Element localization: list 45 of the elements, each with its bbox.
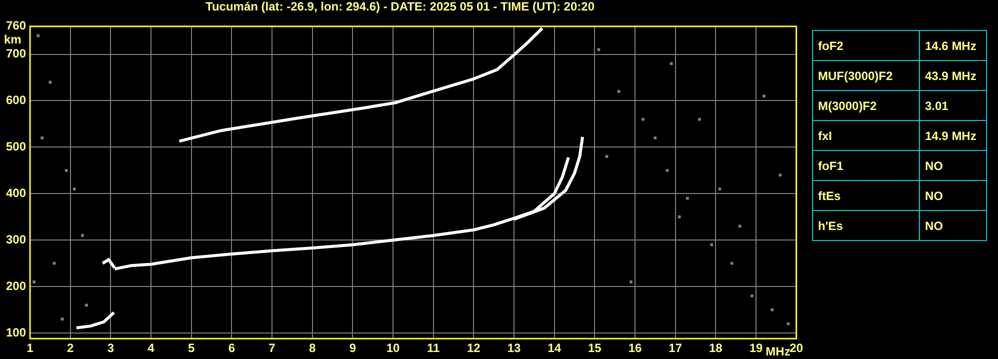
- y-tick-label: 700: [6, 46, 26, 61]
- x-tick-label: 17: [668, 341, 682, 356]
- x-axis-title: MHz: [766, 344, 790, 358]
- text: NO: [920, 150, 986, 180]
- y-tick-label: 500: [6, 140, 26, 154]
- text: MUF(3000)F2: [812, 60, 920, 90]
- y-tick-label: 760: [6, 18, 26, 33]
- x-tick-label: 7: [268, 341, 276, 356]
- y-tick-label: 400: [6, 186, 26, 200]
- x-tick-label: 10: [386, 341, 400, 356]
- text: foF2: [812, 30, 920, 60]
- text: 3.01: [920, 90, 986, 120]
- x-tick-label: 1: [26, 341, 34, 356]
- text: 14.6 MHz: [920, 30, 986, 60]
- y-tick-label: 600: [6, 93, 26, 108]
- x-tick-label: 2: [67, 341, 74, 356]
- text: foF1: [812, 150, 920, 180]
- text: M(3000)F2: [812, 90, 920, 120]
- y-tick-label: 300: [6, 232, 26, 246]
- x-tick-label: 13: [507, 341, 521, 356]
- text: fxI: [812, 120, 920, 150]
- x-tick-label: 20: [790, 341, 804, 356]
- x-tick-label: 14: [548, 341, 562, 356]
- x-tick-label: 4: [148, 341, 155, 356]
- text: 43.9 MHz: [920, 60, 986, 90]
- y-tick-label: 200: [6, 278, 26, 293]
- x-tick-label: 18: [708, 341, 723, 356]
- text: NO: [920, 210, 986, 240]
- x-tick-label: 16: [628, 341, 642, 356]
- x-tick-label: 3: [107, 341, 114, 356]
- text: NO: [920, 180, 986, 210]
- text: 14.9 MHz: [920, 120, 986, 150]
- x-tick-label: 8: [309, 341, 316, 356]
- x-tick-label: 11: [426, 341, 440, 356]
- text: h'Es: [812, 210, 920, 240]
- x-tick-label: 6: [228, 341, 236, 356]
- x-tick-label: 5: [188, 341, 196, 356]
- chart-title: Tucumán (lat: -26.9, lon: 294.6) - DATE: 2025 05 01 - TIME (UT): 20:20: [206, 0, 595, 14]
- x-tick-label: 12: [466, 341, 481, 356]
- x-tick-label: 15: [588, 341, 602, 356]
- y-axis-title: km: [4, 32, 22, 47]
- y-tick-label: 100: [6, 325, 26, 340]
- x-tick-label: 9: [349, 341, 356, 356]
- text: ftEs: [812, 180, 920, 210]
- x-tick-label: 19: [749, 341, 763, 356]
